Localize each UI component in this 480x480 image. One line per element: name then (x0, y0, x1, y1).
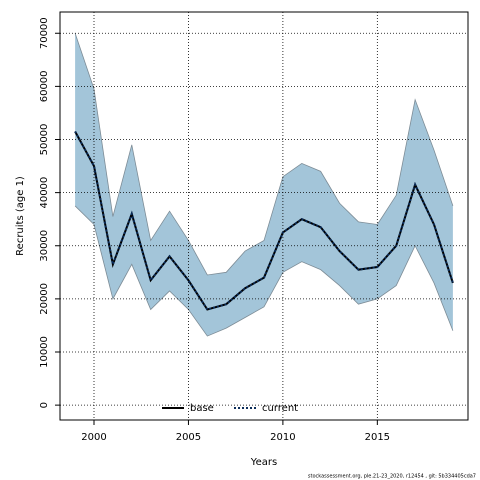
line-current (74, 131, 454, 311)
x-tick-label: 2015 (365, 432, 390, 443)
y-axis-label: Recruits (age 1) (15, 176, 26, 256)
y-tick-label: 10000 (39, 336, 50, 368)
y-tick-label: 60000 (39, 70, 50, 102)
y-tick-label: 40000 (39, 177, 50, 209)
y-tick-label: 20000 (39, 283, 50, 315)
legend-label: current (262, 403, 298, 414)
band-edge-lower (74, 205, 454, 337)
footnote: stockassessment.org, ple.21-23_2020, r12… (308, 474, 476, 480)
legend-label: base (190, 403, 214, 414)
x-axis-label: Years (250, 457, 277, 468)
x-tick-label: 2010 (270, 432, 295, 443)
confidence-band (75, 33, 453, 337)
x-tick-label: 2005 (176, 432, 201, 443)
y-tick-label: 70000 (39, 17, 50, 49)
plot-frame (59, 11, 469, 421)
x-tick-label: 2000 (81, 432, 106, 443)
y-tick-label: 30000 (39, 230, 50, 262)
y-tick-label: 0 (39, 402, 50, 408)
y-tick-label: 50000 (39, 124, 50, 156)
band-edge-upper (74, 33, 454, 276)
